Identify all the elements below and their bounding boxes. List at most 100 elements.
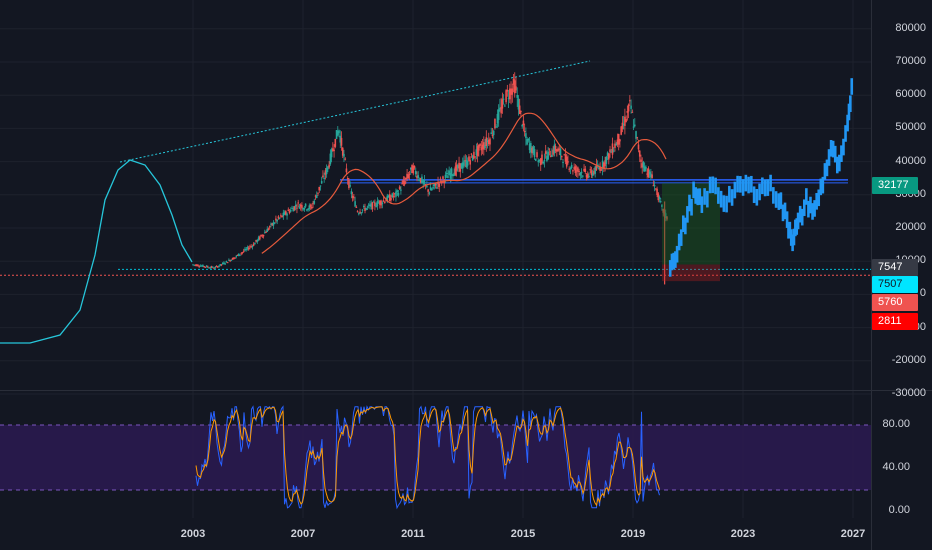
candle-body <box>228 259 230 261</box>
projection-bar <box>766 179 770 196</box>
candle-body <box>598 167 600 169</box>
candle-body <box>195 264 198 267</box>
candle-body <box>551 154 553 157</box>
projection-bar <box>763 179 767 197</box>
candle-body <box>570 164 573 169</box>
candle-body <box>285 211 287 215</box>
candle-body <box>351 195 354 198</box>
candle-body <box>346 178 349 180</box>
candle-body <box>577 167 579 172</box>
candle-body <box>213 268 215 270</box>
candle-body <box>622 124 625 126</box>
price-tick-label: -20000 <box>891 353 926 366</box>
candle-body <box>390 197 392 201</box>
price-tag: 7547 <box>872 259 918 276</box>
candle-body <box>365 208 368 210</box>
oscillator-band <box>0 425 871 490</box>
candle-body <box>466 160 469 166</box>
candle-body <box>387 195 390 198</box>
candle-body <box>339 135 342 143</box>
candle-body <box>525 133 527 138</box>
candle-body <box>219 264 222 266</box>
candle-body <box>651 174 653 179</box>
price-axis-divider <box>871 0 872 550</box>
candle-body <box>403 181 406 185</box>
candle-body <box>533 149 536 158</box>
candle-body <box>469 160 471 165</box>
candle-body <box>614 143 616 148</box>
candle-body <box>465 160 468 167</box>
candle-body <box>542 161 545 164</box>
candle-body <box>507 97 510 99</box>
candle-body <box>579 172 582 176</box>
candle-body <box>205 265 208 268</box>
candle-body <box>567 161 569 163</box>
candle-body <box>212 266 214 268</box>
time-tick-label: 2019 <box>620 528 646 540</box>
candle-body <box>400 189 402 191</box>
projection-bar <box>842 138 845 156</box>
candle-body <box>252 243 255 246</box>
candle-body <box>324 170 327 175</box>
candle-body <box>299 204 302 207</box>
projection-bar <box>794 219 797 237</box>
projection-bar <box>850 78 854 95</box>
candle-body <box>286 213 288 216</box>
candle-body <box>370 203 372 207</box>
candle-body <box>539 158 542 166</box>
projection-bars <box>668 78 854 277</box>
projection-bar <box>668 260 672 277</box>
candle-body <box>626 110 629 113</box>
candle-body <box>610 151 613 153</box>
candle-body <box>641 163 644 168</box>
candle-body <box>224 263 226 265</box>
candle-body <box>360 212 363 214</box>
candle-body <box>406 173 408 179</box>
candle-body <box>287 209 290 211</box>
projection-bar <box>783 202 787 220</box>
projection-bar <box>791 234 794 252</box>
candle-body <box>625 119 627 122</box>
candle-body <box>619 139 621 142</box>
candle-body <box>611 143 614 155</box>
candle-body <box>294 204 297 207</box>
projection-bar <box>733 181 737 199</box>
projection-bar <box>741 179 745 196</box>
projection-bar <box>714 177 717 195</box>
candle-body <box>301 205 303 209</box>
candle-body <box>528 143 531 151</box>
candle-body <box>366 206 369 208</box>
candle-body <box>192 264 194 266</box>
candle-body <box>288 211 291 214</box>
candle-body <box>583 168 585 171</box>
candle-body <box>453 172 455 176</box>
projection-bar <box>675 245 679 263</box>
candle-body <box>603 162 605 169</box>
candle-body <box>478 144 480 151</box>
price-tick-label: 80000 <box>895 21 926 34</box>
candle-body <box>225 260 228 262</box>
projection-bar <box>805 188 808 205</box>
candle-body <box>617 133 620 145</box>
candle-body <box>359 211 361 214</box>
projection-bar <box>811 203 814 220</box>
candle-body <box>515 86 517 91</box>
time-tick-label: 2011 <box>401 528 425 540</box>
candle-body <box>595 164 598 171</box>
projection-bar <box>681 215 685 233</box>
price-tick-label: 70000 <box>895 55 926 67</box>
candle-body <box>371 202 374 210</box>
candle-body <box>492 130 495 136</box>
candle-body <box>235 255 238 257</box>
candle-body <box>538 159 541 161</box>
candle-body <box>364 207 366 212</box>
candle-body <box>353 197 355 199</box>
candle-body <box>330 149 333 158</box>
candle-body <box>327 166 329 170</box>
projection-bar <box>755 188 759 206</box>
candle-body <box>204 266 207 268</box>
candle-body <box>380 200 382 206</box>
candle-body <box>532 146 535 154</box>
candle-body <box>479 144 481 146</box>
